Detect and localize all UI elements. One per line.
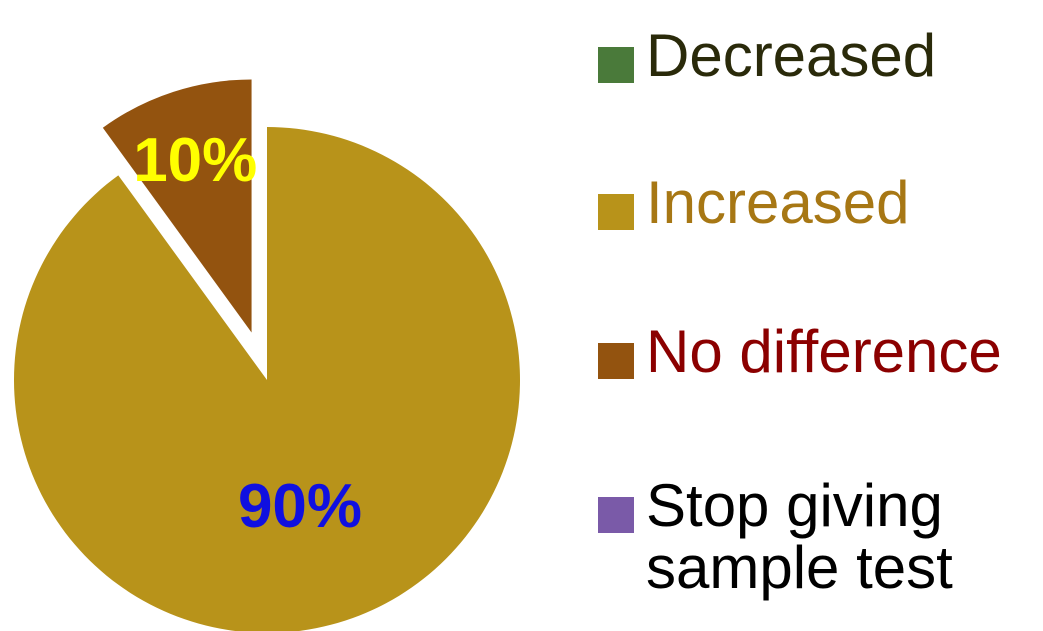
legend-swatch-increased xyxy=(598,194,634,230)
pie-slice-increased xyxy=(14,127,521,631)
data-label-no-difference: 10% xyxy=(133,126,257,195)
pie-data-labels: 10% 90% xyxy=(133,126,362,541)
pie-slices xyxy=(14,79,521,631)
legend-label-increased: Increased xyxy=(646,169,910,236)
legend-item-no-difference: No difference xyxy=(598,321,1002,383)
legend-swatch-decreased xyxy=(598,47,634,83)
legend-item-decreased: Decreased xyxy=(598,25,936,87)
legend-label-no-difference: No difference xyxy=(646,318,1002,385)
legend-swatch-no-difference xyxy=(598,343,634,379)
legend-swatch-stop-giving-sample-test xyxy=(598,497,634,533)
legend-item-increased: Increased xyxy=(598,172,910,234)
legend-label-stop-giving-sample-test: Stop giving sample test xyxy=(646,472,953,601)
pie-slice-no-difference xyxy=(102,79,252,333)
data-label-increased: 90% xyxy=(238,472,362,541)
legend-item-stop-giving-sample-test: Stop giving sample test xyxy=(598,475,953,599)
legend-label-decreased: Decreased xyxy=(646,22,937,89)
